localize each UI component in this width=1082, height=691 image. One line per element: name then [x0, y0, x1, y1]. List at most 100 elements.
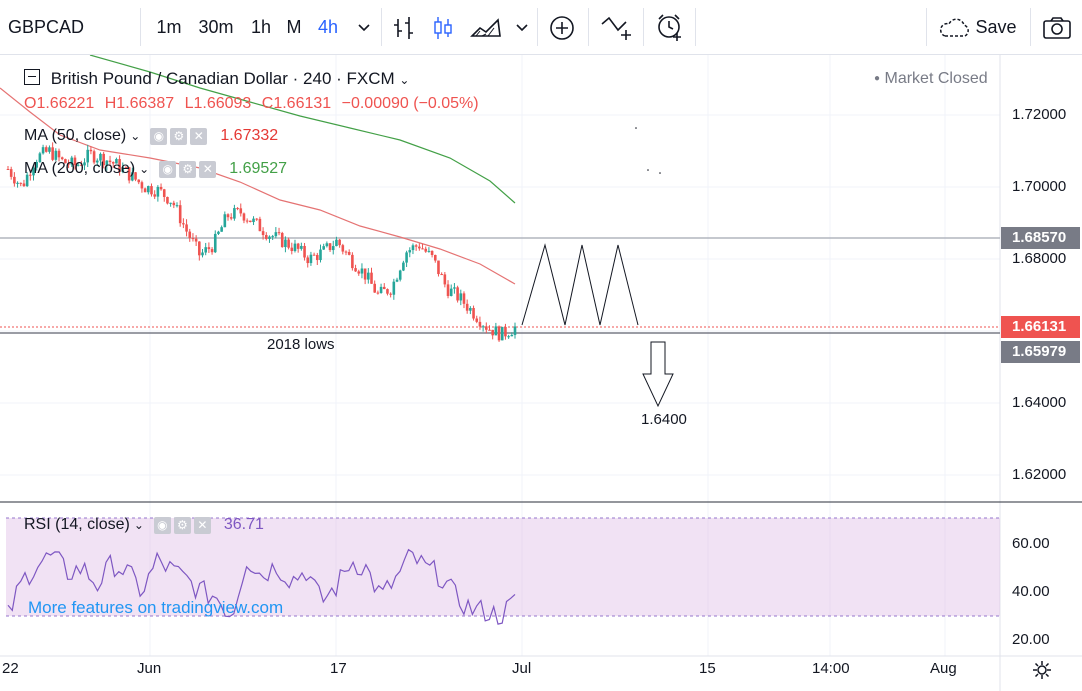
candle-body	[239, 208, 243, 214]
interval-30m[interactable]: 30m	[198, 17, 234, 37]
rsi-legend[interactable]: RSI (14, close) ⌄ ◉ ⚙ ✕ 36.71	[24, 516, 264, 534]
ma50-line	[0, 87, 516, 285]
candle-body	[121, 167, 125, 172]
candle-body	[29, 174, 32, 176]
candle-body	[83, 162, 86, 166]
candle-body	[198, 241, 201, 256]
chevron-down-icon[interactable]: ⌄	[130, 129, 141, 143]
candle-body	[427, 250, 431, 252]
chevron-down-icon[interactable]	[352, 0, 376, 55]
down-arrow-icon[interactable]	[642, 341, 674, 408]
candle-body	[249, 220, 252, 223]
candle-body	[303, 245, 306, 258]
interval-4h[interactable]: 4h	[317, 17, 339, 37]
target-annotation[interactable]: 1.6400	[641, 411, 687, 428]
candle-body	[357, 271, 361, 274]
candle-body	[392, 281, 396, 295]
candle-body	[446, 284, 450, 296]
candle-body	[108, 160, 112, 163]
symbol-search[interactable]: GBPCAD	[8, 17, 85, 37]
close-icon[interactable]: ✕	[190, 127, 208, 145]
ma50-legend[interactable]: MA (50, close) ⌄ ◉ ⚙ ✕ 1.67332	[24, 127, 278, 145]
chevron-down-icon[interactable]: ⌄	[139, 162, 150, 176]
candle-body	[382, 286, 386, 290]
lows-annotation[interactable]: 2018 lows	[267, 336, 335, 353]
visibility-icon[interactable]: ◉	[159, 160, 177, 178]
price-chart[interactable]	[0, 55, 1082, 691]
candle-body	[191, 238, 195, 240]
candle-body	[513, 326, 517, 335]
candle-body	[41, 147, 45, 154]
time-tick: 17	[330, 660, 347, 677]
candle-body	[331, 246, 335, 251]
ohlc-row: O1.66221 H1.66387 L1.66093 C1.66131 −0.0…	[24, 95, 485, 113]
gear-icon[interactable]: ⚙	[179, 160, 197, 178]
toolbar-divider	[588, 8, 589, 46]
candle-body	[105, 160, 109, 166]
candle-body	[255, 218, 259, 220]
settings-icon[interactable]	[1032, 660, 1052, 685]
gear-icon[interactable]: ⚙	[173, 516, 191, 534]
tradingview-watermark[interactable]: More features on tradingview.com	[28, 598, 284, 617]
candle-body	[226, 214, 230, 218]
cloud-icon[interactable]	[936, 0, 972, 55]
toolbar-divider	[381, 8, 382, 46]
candle-body	[185, 224, 188, 232]
market-status: ● Market Closed	[874, 70, 988, 87]
chevron-down-icon[interactable]: ⌄	[399, 73, 410, 87]
chevron-down-icon[interactable]	[510, 0, 534, 55]
area-icon[interactable]	[467, 0, 505, 55]
interval-1h[interactable]: 1h	[250, 17, 272, 37]
candle-body	[210, 249, 214, 253]
ma200-legend[interactable]: MA (200, close) ⌄ ◉ ⚙ ✕ 1.69527	[24, 160, 287, 178]
interval-1m[interactable]: 1m	[156, 17, 182, 37]
candle-body	[491, 329, 494, 336]
candle-body	[245, 220, 249, 222]
interval-month[interactable]: M	[286, 17, 302, 37]
close-icon[interactable]: ✕	[193, 516, 211, 534]
candle-body	[296, 243, 300, 249]
ohlc-close: C1.66131	[261, 95, 332, 112]
candle-body	[510, 334, 514, 337]
visibility-icon[interactable]: ◉	[153, 516, 171, 534]
time-tick: 22	[2, 660, 19, 677]
collapse-icon[interactable]	[24, 69, 40, 85]
close-icon[interactable]: ✕	[199, 160, 217, 178]
candle-body	[504, 326, 507, 337]
toolbar-divider	[695, 8, 696, 46]
chevron-down-icon[interactable]: ⌄	[133, 518, 144, 532]
candle-body	[67, 163, 70, 165]
candle-body	[363, 268, 367, 280]
candle-body	[32, 167, 35, 176]
candle-body	[213, 233, 217, 253]
rsi-label: RSI (14, close)	[24, 516, 130, 533]
candle-body	[335, 239, 338, 247]
visibility-icon[interactable]: ◉	[150, 127, 168, 145]
price-tick: 1.68000	[1012, 250, 1067, 267]
save-button[interactable]: Save	[975, 17, 1017, 37]
candle-body	[437, 260, 440, 275]
candle-body	[261, 231, 265, 236]
projection-zigzag[interactable]	[521, 243, 639, 326]
bar-style-icon[interactable]	[389, 0, 419, 55]
candle-body	[70, 157, 74, 165]
candles-icon[interactable]	[428, 0, 458, 55]
candle-body	[354, 268, 357, 272]
alert-icon[interactable]	[652, 0, 688, 55]
candle-body	[60, 157, 64, 160]
candlestick-series	[6, 142, 517, 342]
candle-body	[95, 160, 99, 163]
candle-body	[284, 239, 287, 248]
rsi-band	[6, 518, 1000, 616]
compare-icon[interactable]	[597, 0, 637, 55]
candle-body	[408, 250, 412, 253]
add-icon[interactable]	[545, 0, 579, 55]
candle-body	[347, 252, 351, 255]
ohlc-change: −0.00090 (−0.05%)	[341, 95, 479, 112]
gear-icon[interactable]: ⚙	[170, 127, 188, 145]
candle-body	[150, 186, 153, 195]
candle-body	[147, 186, 150, 193]
camera-icon[interactable]	[1038, 0, 1076, 55]
candle-body	[44, 147, 48, 152]
toolbar-divider	[1030, 8, 1031, 46]
